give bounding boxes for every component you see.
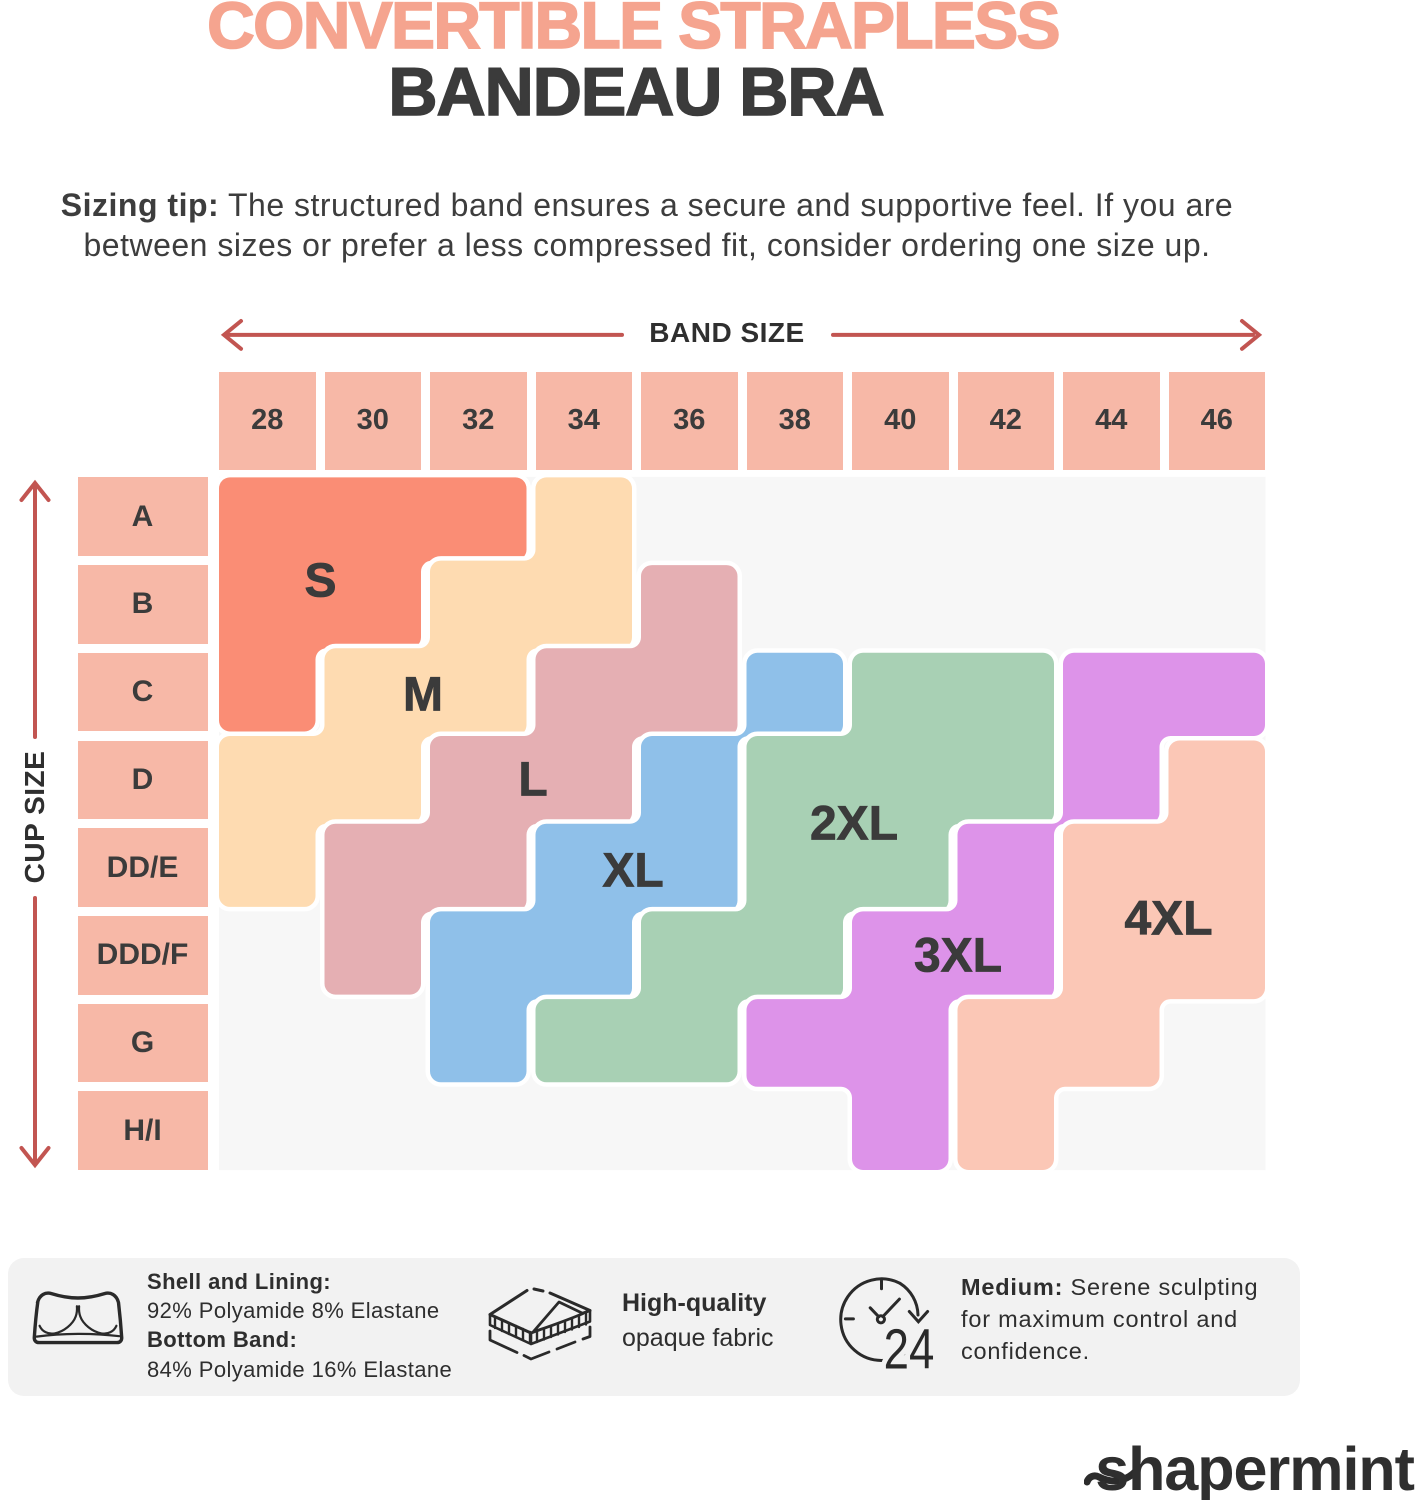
svg-text:24: 24	[884, 1317, 935, 1376]
